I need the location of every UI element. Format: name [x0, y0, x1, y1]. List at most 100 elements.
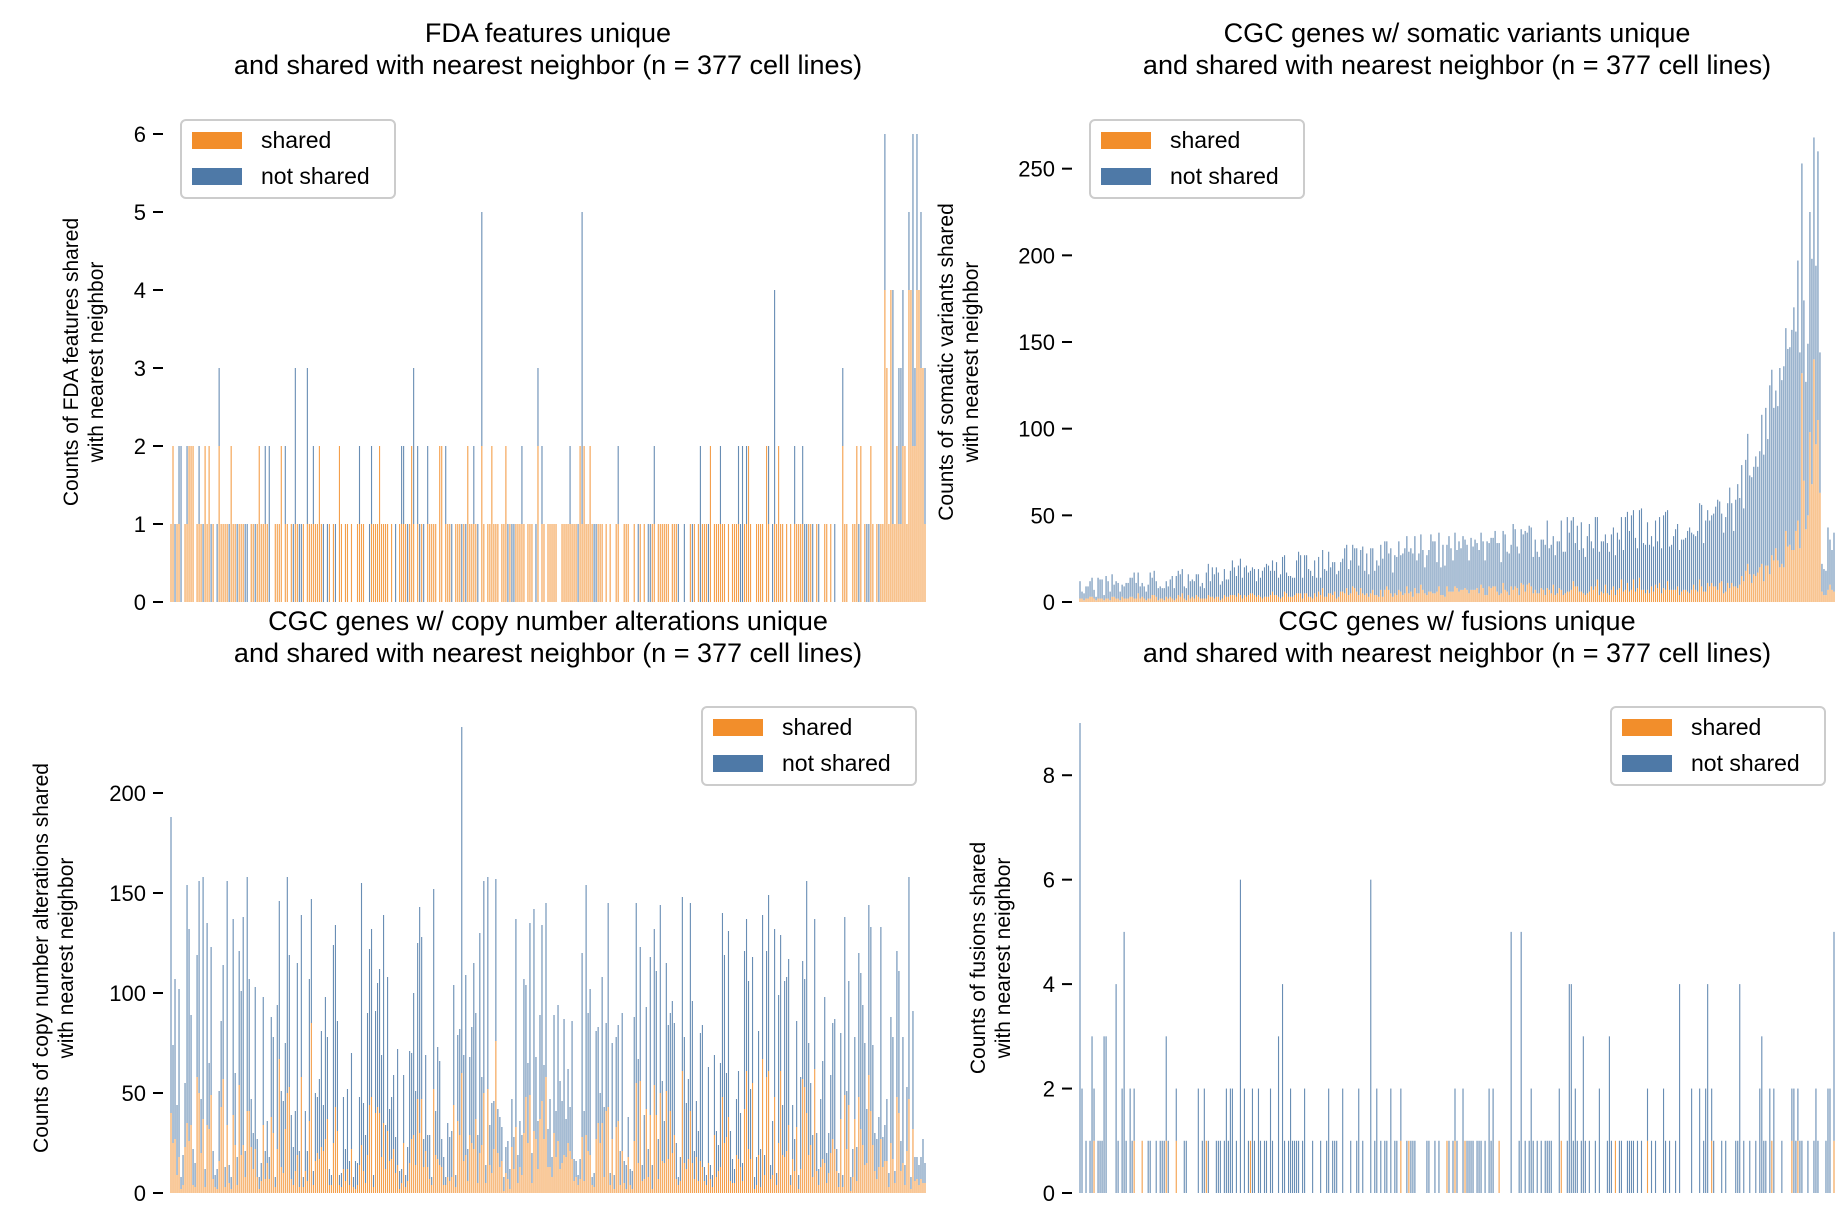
bar-shared — [481, 446, 483, 602]
bar-not-shared — [804, 524, 806, 602]
bar-shared — [1201, 598, 1203, 602]
bar-not-shared — [603, 1107, 605, 1177]
bar-shared — [673, 524, 675, 602]
chart-title-line: and shared with nearest neighbor (n = 37… — [234, 638, 862, 668]
bar-shared — [360, 1145, 363, 1193]
bar-shared — [220, 524, 222, 602]
bar-not-shared — [1484, 560, 1486, 596]
bar-shared — [808, 524, 810, 602]
bar-not-shared — [1414, 1140, 1416, 1193]
bar-shared — [1089, 596, 1091, 602]
bar-not-shared — [1103, 1036, 1105, 1193]
bar-not-shared — [443, 1157, 445, 1185]
bar-not-shared — [1392, 572, 1394, 597]
bar-not-shared — [1123, 586, 1125, 599]
bar-shared — [543, 1139, 545, 1193]
bar-shared — [876, 524, 878, 602]
bar-not-shared — [653, 446, 655, 524]
bar-shared — [663, 1163, 665, 1193]
bar-shared — [1821, 591, 1823, 602]
bar-shared — [1402, 595, 1404, 602]
bar-not-shared — [1582, 1036, 1584, 1193]
bar-not-shared — [1155, 581, 1157, 597]
bar-not-shared — [1089, 1140, 1091, 1193]
bar-shared — [1614, 595, 1616, 602]
bar-shared — [826, 524, 828, 602]
bar-shared — [1438, 586, 1440, 602]
bar-shared — [1139, 598, 1141, 602]
legend-swatch-not-shared — [713, 755, 763, 772]
chart-title: CGC genes w/ copy number alterations uni… — [234, 606, 862, 668]
bar-not-shared — [1741, 465, 1743, 576]
bar-not-shared — [1418, 553, 1420, 594]
bar-shared — [294, 524, 296, 602]
bar-not-shared — [1179, 574, 1181, 597]
bar-shared — [182, 1185, 184, 1193]
bar-not-shared — [916, 1157, 918, 1179]
bar-shared — [178, 524, 180, 602]
bar-shared — [374, 1113, 377, 1193]
bar-shared — [230, 1189, 232, 1193]
bar-not-shared — [198, 881, 200, 1093]
bar-not-shared — [449, 1137, 451, 1181]
bar-shared — [1147, 598, 1149, 602]
bar-not-shared — [1334, 1140, 1336, 1193]
bar-not-shared — [1123, 931, 1125, 1193]
bar-not-shared — [587, 1013, 589, 1151]
bar-not-shared — [310, 899, 312, 1023]
bar-not-shared — [1652, 546, 1655, 592]
bar-shared — [1083, 600, 1085, 602]
bar-not-shared — [1342, 558, 1344, 592]
bar-not-shared — [230, 1177, 232, 1189]
bar-not-shared — [1223, 569, 1225, 596]
bar-shared — [581, 1137, 583, 1193]
bar-shared — [824, 524, 826, 602]
bar-shared — [1590, 586, 1592, 602]
bar-not-shared — [174, 979, 176, 1139]
bar-not-shared — [834, 1019, 836, 1149]
bar-not-shared — [262, 997, 264, 1125]
bar-not-shared — [1656, 541, 1659, 589]
bar-not-shared — [1129, 577, 1131, 597]
bar-shared — [657, 524, 659, 602]
bar-not-shared — [1482, 541, 1484, 589]
bar-shared — [904, 1185, 906, 1193]
bar-not-shared — [1743, 1140, 1745, 1193]
bar-shared — [537, 1169, 539, 1193]
bar-not-shared — [1360, 550, 1362, 589]
bar-shared — [1310, 596, 1312, 602]
bar-not-shared — [1105, 1036, 1107, 1193]
bar-shared — [399, 1189, 401, 1193]
bar-not-shared — [1791, 329, 1793, 550]
bar-shared — [1294, 595, 1296, 602]
bar-shared — [1532, 593, 1534, 602]
bar-shared — [1626, 582, 1629, 602]
bar-not-shared — [1827, 527, 1829, 590]
bar-not-shared — [874, 1133, 876, 1171]
bar-shared — [344, 1181, 347, 1193]
bar-not-shared — [1183, 586, 1185, 599]
bar-not-shared — [1426, 555, 1428, 596]
bar-shared — [1751, 582, 1753, 602]
bar-not-shared — [701, 1025, 703, 1167]
bar-not-shared — [340, 1173, 343, 1187]
bar-shared — [523, 1133, 525, 1193]
bar-not-shared — [1638, 510, 1641, 578]
bar-not-shared — [1490, 1140, 1492, 1193]
bar-not-shared — [1370, 548, 1372, 594]
bar-not-shared — [1115, 581, 1117, 599]
bar-not-shared — [1091, 577, 1093, 597]
bar-shared — [296, 1155, 298, 1193]
bar-shared — [842, 1187, 844, 1193]
bar-shared — [469, 1135, 471, 1193]
bar-not-shared — [236, 524, 238, 602]
bar-not-shared — [1735, 499, 1737, 587]
bar-not-shared — [1263, 1140, 1266, 1193]
bar-shared — [593, 1187, 595, 1193]
bar-not-shared — [1606, 543, 1608, 594]
bar-shared — [896, 1097, 898, 1193]
bar-not-shared — [427, 1135, 429, 1167]
bar-shared — [762, 1059, 764, 1193]
bar-shared — [1283, 591, 1286, 602]
bar-not-shared — [1713, 513, 1715, 587]
